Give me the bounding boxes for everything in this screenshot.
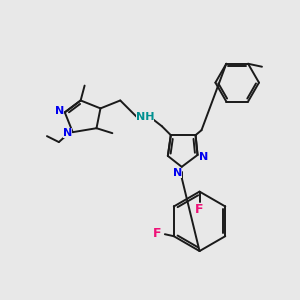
Text: NH: NH [136, 112, 154, 122]
Text: F: F [195, 203, 204, 216]
Text: N: N [173, 168, 182, 178]
Text: F: F [153, 227, 161, 240]
Text: N: N [199, 152, 208, 162]
Text: N: N [63, 128, 72, 138]
Text: N: N [55, 106, 64, 116]
